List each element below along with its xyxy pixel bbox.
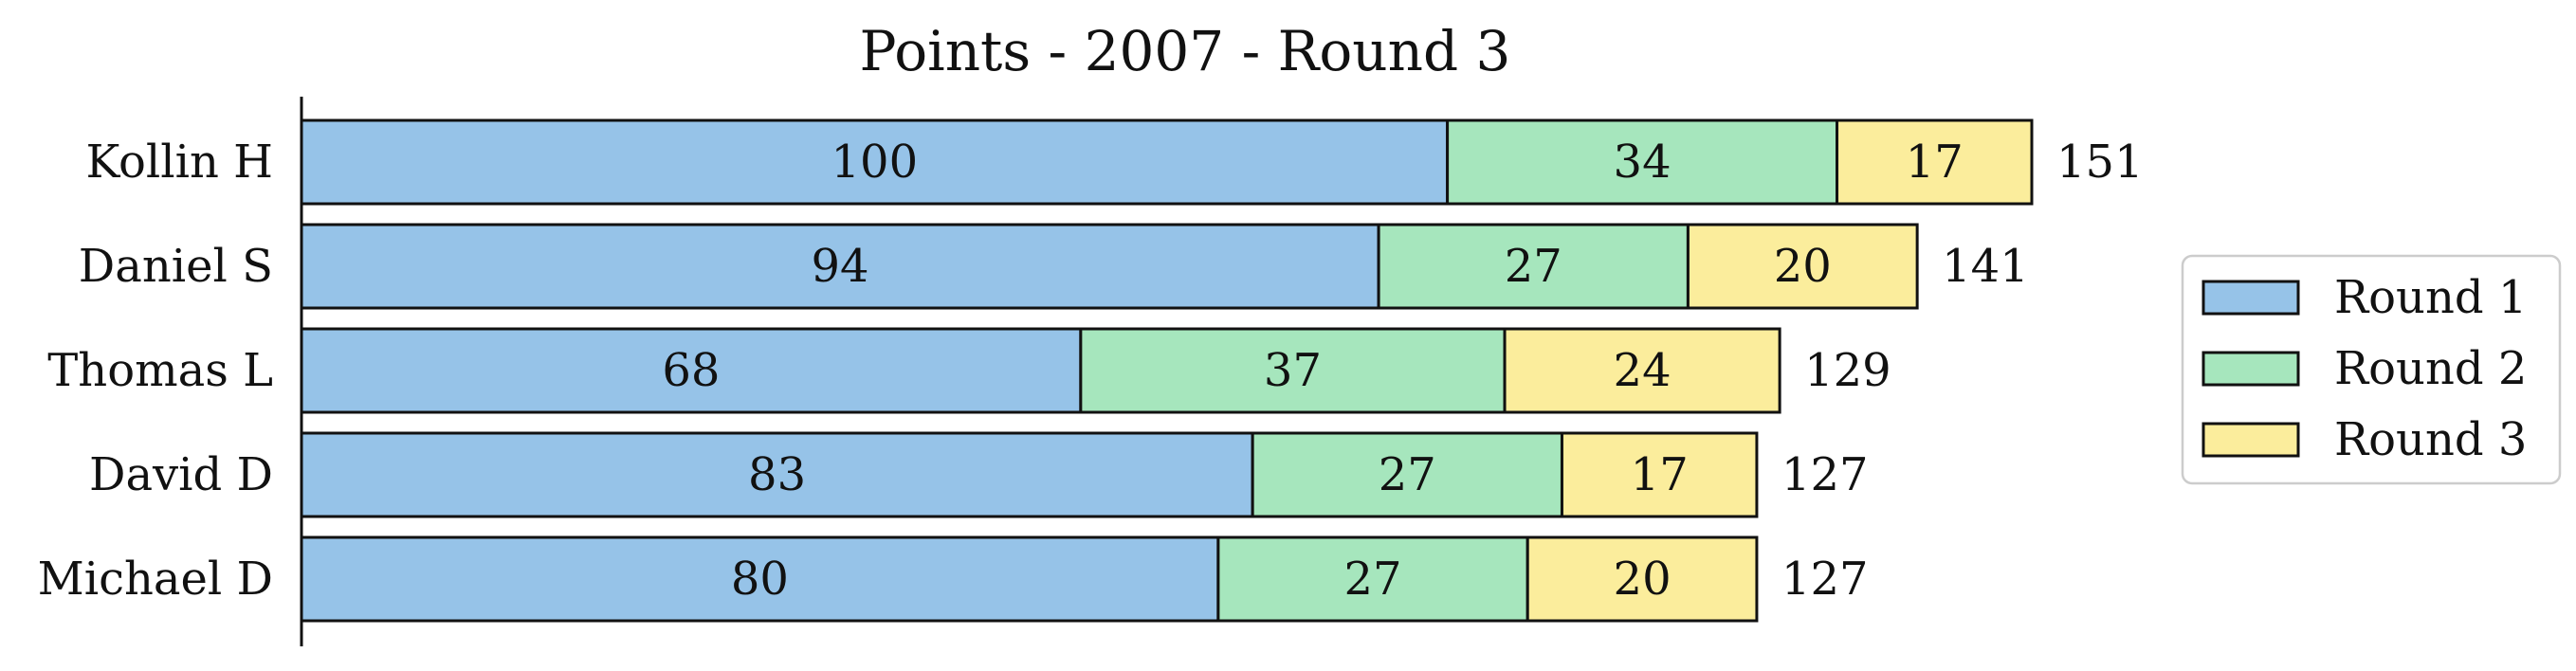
y-tick-label-kollin-h: Kollin H bbox=[85, 136, 273, 189]
data-label-kollin-h-round-3: 17 bbox=[1906, 136, 1964, 189]
bar-kollin-h-round-2 bbox=[1446, 118, 1839, 206]
data-label-daniel-s-round-1: 94 bbox=[812, 240, 869, 293]
data-label-kollin-h-round-1: 100 bbox=[831, 136, 918, 189]
data-label-michael-d-round-2: 27 bbox=[1344, 553, 1402, 606]
bar-thomas-l-round-2 bbox=[1079, 327, 1507, 414]
bar-michael-d-round-3 bbox=[1526, 535, 1759, 623]
total-label-david-d: 127 bbox=[1781, 448, 1869, 501]
legend-label-round-3: Round 3 bbox=[2334, 413, 2527, 466]
data-label-thomas-l-round-1: 68 bbox=[662, 344, 720, 397]
data-label-daniel-s-round-3: 20 bbox=[1774, 240, 1832, 293]
chart-title: Points - 2007 - Round 3 bbox=[860, 19, 1511, 83]
total-label-michael-d: 127 bbox=[1781, 553, 1869, 606]
legend-label-round-2: Round 2 bbox=[2334, 342, 2527, 395]
y-tick-labels: Kollin H Daniel S Thomas L David D Michael D bbox=[38, 136, 273, 606]
legend-swatch-round-2 bbox=[2201, 351, 2300, 387]
plot-area: 100 34 17 151 94 27 20 141 68 37 24 129 83 27 17 127 80 2… bbox=[300, 118, 2144, 623]
bar-daniel-s-round-3 bbox=[1686, 223, 1919, 310]
y-tick-label-michael-d: Michael D bbox=[38, 553, 273, 606]
data-label-david-d-round-2: 27 bbox=[1379, 448, 1436, 501]
data-label-david-d-round-3: 17 bbox=[1631, 448, 1689, 501]
bar-daniel-s-round-2 bbox=[1377, 223, 1690, 310]
y-tick-label-daniel-s: Daniel S bbox=[79, 240, 273, 293]
bar-david-d-round-3 bbox=[1560, 431, 1759, 518]
y-tick-label-thomas-l: Thomas L bbox=[47, 344, 273, 397]
legend: Round 1 Round 2 Round 3 bbox=[2181, 254, 2562, 485]
data-label-michael-d-round-1: 80 bbox=[731, 553, 789, 606]
y-tick-label-david-d: David D bbox=[89, 448, 273, 501]
data-label-kollin-h-round-2: 34 bbox=[1614, 136, 1672, 189]
total-label-daniel-s: 141 bbox=[1942, 240, 2029, 293]
bar-david-d-round-1 bbox=[300, 431, 1254, 518]
bar-michael-d-round-2 bbox=[1216, 535, 1529, 623]
legend-swatch-round-1 bbox=[2201, 280, 2300, 316]
legend-swatch-round-3 bbox=[2201, 422, 2300, 458]
data-label-daniel-s-round-2: 27 bbox=[1505, 240, 1562, 293]
data-label-thomas-l-round-3: 24 bbox=[1614, 344, 1672, 397]
data-label-michael-d-round-3: 20 bbox=[1614, 553, 1672, 606]
bar-kollin-h-round-3 bbox=[1836, 118, 2034, 206]
legend-label-round-1: Round 1 bbox=[2334, 271, 2527, 324]
bar-thomas-l-round-1 bbox=[300, 327, 1083, 414]
bar-thomas-l-round-3 bbox=[1503, 327, 1781, 414]
data-label-thomas-l-round-2: 37 bbox=[1264, 344, 1322, 397]
bar-michael-d-round-1 bbox=[300, 535, 1220, 623]
total-label-thomas-l: 129 bbox=[1804, 344, 1891, 397]
bar-kollin-h-round-1 bbox=[300, 118, 1450, 206]
total-label-kollin-h: 151 bbox=[2056, 136, 2144, 189]
data-label-david-d-round-1: 83 bbox=[748, 448, 806, 501]
